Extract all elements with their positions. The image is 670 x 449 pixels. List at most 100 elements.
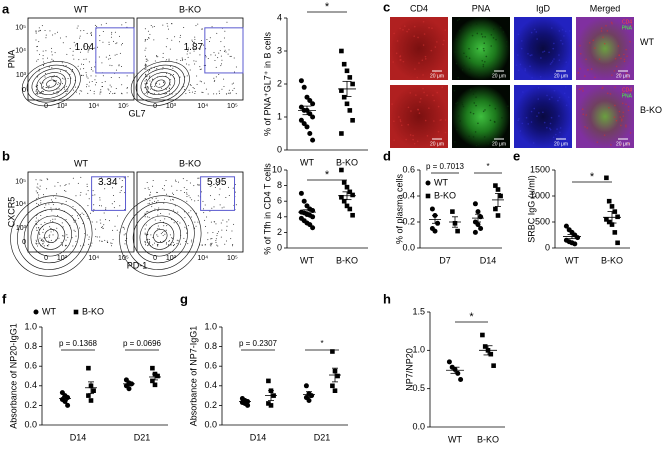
flow-event [168, 239, 170, 241]
flow-event [82, 74, 84, 76]
flow-event [210, 242, 212, 244]
y-tick-label: 0.0 [412, 421, 425, 431]
micrograph-speckle [440, 119, 442, 121]
image-column-label: Merged [590, 3, 621, 13]
micrograph-speckle [606, 30, 609, 32]
flow-contour [140, 68, 181, 99]
flow-event [100, 222, 102, 224]
flow-event [232, 89, 234, 91]
flow-event [45, 204, 47, 206]
flow-event [117, 215, 119, 217]
micrograph-speckle [422, 44, 425, 46]
flow-event [107, 88, 109, 90]
flow-event [233, 223, 235, 225]
micrograph-speckle [414, 68, 416, 70]
flow-event [164, 93, 166, 95]
flow-event [96, 46, 98, 48]
flow-event [197, 23, 199, 25]
flow-event [176, 59, 178, 61]
micrograph-speckle [399, 55, 402, 57]
flow-event [50, 231, 52, 233]
flow-event [53, 230, 55, 232]
micrograph-speckle [558, 96, 561, 99]
flow-event [36, 60, 38, 62]
flow-event [115, 88, 117, 90]
flow-event [216, 32, 218, 34]
flow-event [93, 208, 95, 210]
flow-event [149, 194, 151, 196]
micrograph-speckle [519, 130, 522, 132]
micrograph-speckle [620, 120, 623, 122]
flow-event [166, 193, 168, 195]
flow-event [144, 232, 146, 234]
y-tick-label: 1.0 [412, 345, 425, 355]
micrograph-speckle [430, 49, 433, 52]
flow-event [99, 219, 101, 221]
flow-event [215, 182, 217, 184]
flow-event [58, 237, 60, 239]
flow-event [165, 88, 167, 90]
flow-title: B-KO [179, 158, 201, 168]
y-tick-label: 0.6 [402, 164, 415, 174]
y-tick-label: 0.4 [402, 190, 415, 200]
flow-event [67, 236, 69, 238]
flow-x-tick: 10⁵ [118, 103, 129, 110]
flow-event [223, 37, 225, 39]
micrograph-speckle [609, 93, 612, 95]
flow-event [58, 208, 60, 210]
micrograph-speckle [602, 86, 604, 89]
data-point [126, 386, 132, 392]
micrograph-speckle [625, 48, 627, 51]
micrograph-speckle [619, 73, 621, 76]
flow-event [146, 91, 148, 93]
flow-event [75, 241, 77, 243]
flow-event [39, 53, 41, 55]
micrograph-speckle [558, 115, 560, 117]
flow-event [197, 184, 199, 186]
micrograph-speckle [492, 37, 495, 39]
flow-event [36, 227, 38, 229]
flow-event [189, 69, 191, 71]
flow-event [119, 178, 121, 180]
flow-event [88, 236, 90, 238]
flow-event [91, 242, 93, 244]
flow-event [111, 187, 113, 189]
x-tick-label: D14 [250, 432, 267, 442]
y-axis-label: Absorbance of NP20-IgG1 [8, 323, 18, 429]
flow-event [36, 229, 38, 231]
flow-event [49, 236, 51, 238]
flow-event [61, 243, 63, 245]
flow-event [145, 68, 147, 70]
flow-event [61, 204, 63, 206]
flow-title: B-KO [179, 4, 201, 14]
micrograph-speckle [557, 99, 559, 102]
micrograph-speckle [410, 110, 412, 112]
y-tick-label: 3 [277, 45, 282, 55]
flow-event [188, 212, 190, 214]
flow-event [37, 183, 39, 185]
flow-event [162, 24, 164, 26]
data-point [350, 192, 355, 198]
flow-event [158, 227, 160, 229]
flow-event [197, 221, 199, 223]
flow-event [42, 50, 44, 52]
flow-event [76, 27, 78, 29]
flow-event [55, 197, 57, 199]
flow-event [226, 21, 228, 23]
flow-event [146, 64, 148, 66]
flow-event [94, 84, 96, 86]
flow-event [51, 51, 53, 53]
flow-event [36, 186, 38, 188]
flow-event [147, 210, 149, 212]
flow-event [149, 202, 151, 204]
flow-event [148, 36, 150, 38]
data-point [310, 114, 316, 120]
panel-label: e [513, 148, 520, 163]
micrograph-speckle [614, 57, 617, 60]
flow-event [215, 238, 217, 240]
flow-event [40, 215, 42, 217]
flow-event [44, 30, 46, 32]
flow-event [218, 194, 220, 196]
flow-event [215, 242, 217, 244]
flow-event [95, 75, 97, 77]
